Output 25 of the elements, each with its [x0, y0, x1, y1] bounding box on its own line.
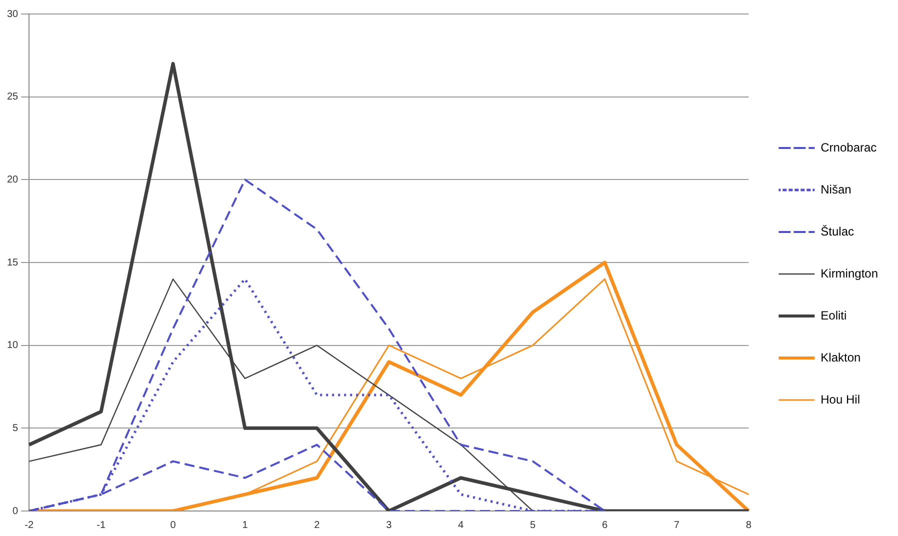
y-tick-label: 30: [7, 8, 19, 20]
y-tick-label: 0: [12, 506, 19, 517]
x-tick-label: 5: [530, 520, 536, 531]
y-tick-label: 15: [7, 257, 19, 268]
x-tick-label: 6: [602, 520, 608, 531]
legend-label: Klakton: [820, 350, 861, 364]
legend-label: Hou Hil: [820, 392, 860, 406]
legend-label: Eoliti: [820, 308, 847, 322]
x-tick-label: 4: [458, 520, 464, 531]
legend-label: Kirmington: [820, 266, 878, 280]
y-tick-label: 20: [7, 174, 19, 186]
x-tick-label: -1: [96, 520, 106, 531]
legend-label: Nišan: [820, 182, 852, 196]
x-tick-label: 1: [242, 520, 248, 531]
x-tick-label: 7: [674, 520, 680, 531]
y-tick-label: 25: [7, 92, 19, 103]
legend-label: Štulac: [820, 224, 854, 238]
x-tick-label: 3: [386, 520, 392, 531]
x-tick-label: 8: [746, 520, 752, 531]
legend-label: Crnobarac: [820, 140, 877, 154]
x-tick-label: 2: [314, 520, 320, 531]
y-tick-label: 5: [12, 422, 19, 434]
y-tick-label: 10: [7, 340, 19, 352]
x-tick-label: 0: [170, 520, 176, 531]
x-tick-label: -2: [24, 520, 34, 531]
